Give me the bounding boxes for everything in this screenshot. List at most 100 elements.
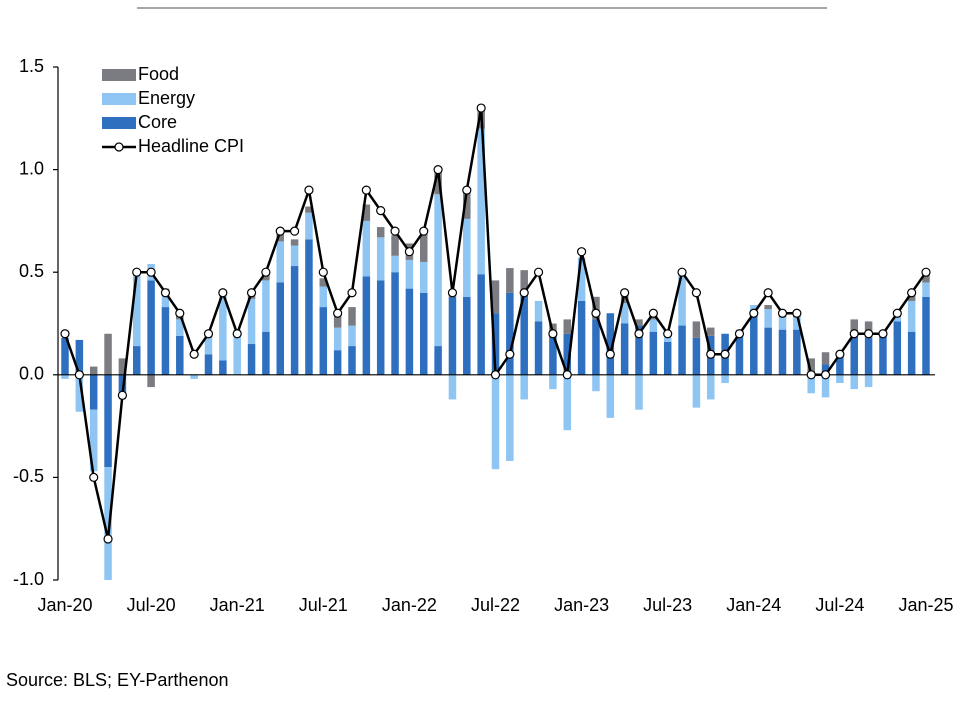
line-marker [591,308,601,318]
bar [592,374,600,392]
bar [563,374,571,431]
bar [75,339,84,375]
bar [133,274,141,347]
bar [133,346,141,375]
bar [348,346,356,375]
bar [606,374,615,418]
bar [362,220,371,277]
line-marker [691,288,702,298]
bar [420,292,428,375]
bar [89,374,98,410]
bar [692,374,701,408]
bar [176,335,184,375]
line-marker [132,267,142,277]
legend-label: Headline CPI [138,136,244,156]
line-marker [734,329,745,339]
line-marker [562,370,572,380]
bar [549,333,557,375]
line-marker [347,288,357,298]
line-marker [433,165,443,175]
bar [520,270,528,295]
bar [305,212,313,240]
line-marker [792,308,802,318]
bar [104,467,112,580]
bar [506,292,514,375]
bar [491,374,500,470]
bar [463,296,471,375]
y-tick-label: 0.5 [19,261,44,281]
bar [663,341,672,375]
bar [61,374,69,379]
bar [405,288,414,375]
bar [879,333,887,375]
line-marker [318,267,328,277]
legend-label: Energy [138,88,195,108]
bar [190,374,198,379]
line-marker [605,349,615,359]
bar [204,354,213,375]
bar [262,331,270,375]
line-marker [404,247,414,257]
bar [836,356,844,375]
line-marker [74,370,84,380]
x-tick-label: Jan-21 [210,595,265,615]
bar [61,337,69,375]
bar [793,329,801,375]
bar [362,276,371,375]
bar [620,323,629,375]
bar [75,374,84,412]
line-marker [361,185,371,195]
bar [319,278,328,287]
line-marker [849,329,859,339]
bar [922,282,930,297]
line-marker [246,288,257,298]
x-tick-label: Jan-25 [898,595,953,615]
bar [276,282,284,375]
bar [821,352,830,365]
bar [391,272,399,375]
line-marker [777,308,788,318]
line-marker [806,370,816,380]
bar [348,325,356,347]
bar [534,321,543,375]
bar [807,374,815,394]
y-tick-label: -0.5 [13,466,44,486]
bar [635,325,643,375]
line-marker [620,288,630,298]
bar [649,319,658,332]
line-marker [490,370,501,380]
bar [247,298,256,345]
bar [549,374,557,390]
bar [750,313,758,375]
line-marker [863,329,874,339]
bar [893,317,902,322]
bar [922,274,930,283]
bar [821,364,830,375]
bar [405,259,414,289]
line-marker [835,349,845,359]
bar [649,331,658,375]
y-tick-label: -1.0 [13,569,44,589]
bar [176,319,184,336]
line-marker [103,534,113,544]
line-marker [376,206,386,216]
bar [434,169,442,195]
bar [907,331,916,375]
legend-label: Food [138,64,179,84]
x-tick-label: Jan-22 [382,595,437,615]
bar [89,366,98,375]
y-tick-label: 1.0 [19,158,44,178]
bar [434,346,442,375]
bar [764,327,772,375]
legend-label: Core [138,112,177,132]
bar [448,296,457,375]
bar [850,319,858,334]
bar [635,374,643,410]
line-marker [878,329,888,339]
bar [520,374,528,400]
bar [577,257,586,301]
bar [161,292,170,308]
bar [821,374,830,398]
bar [247,344,256,375]
bar [319,286,328,308]
